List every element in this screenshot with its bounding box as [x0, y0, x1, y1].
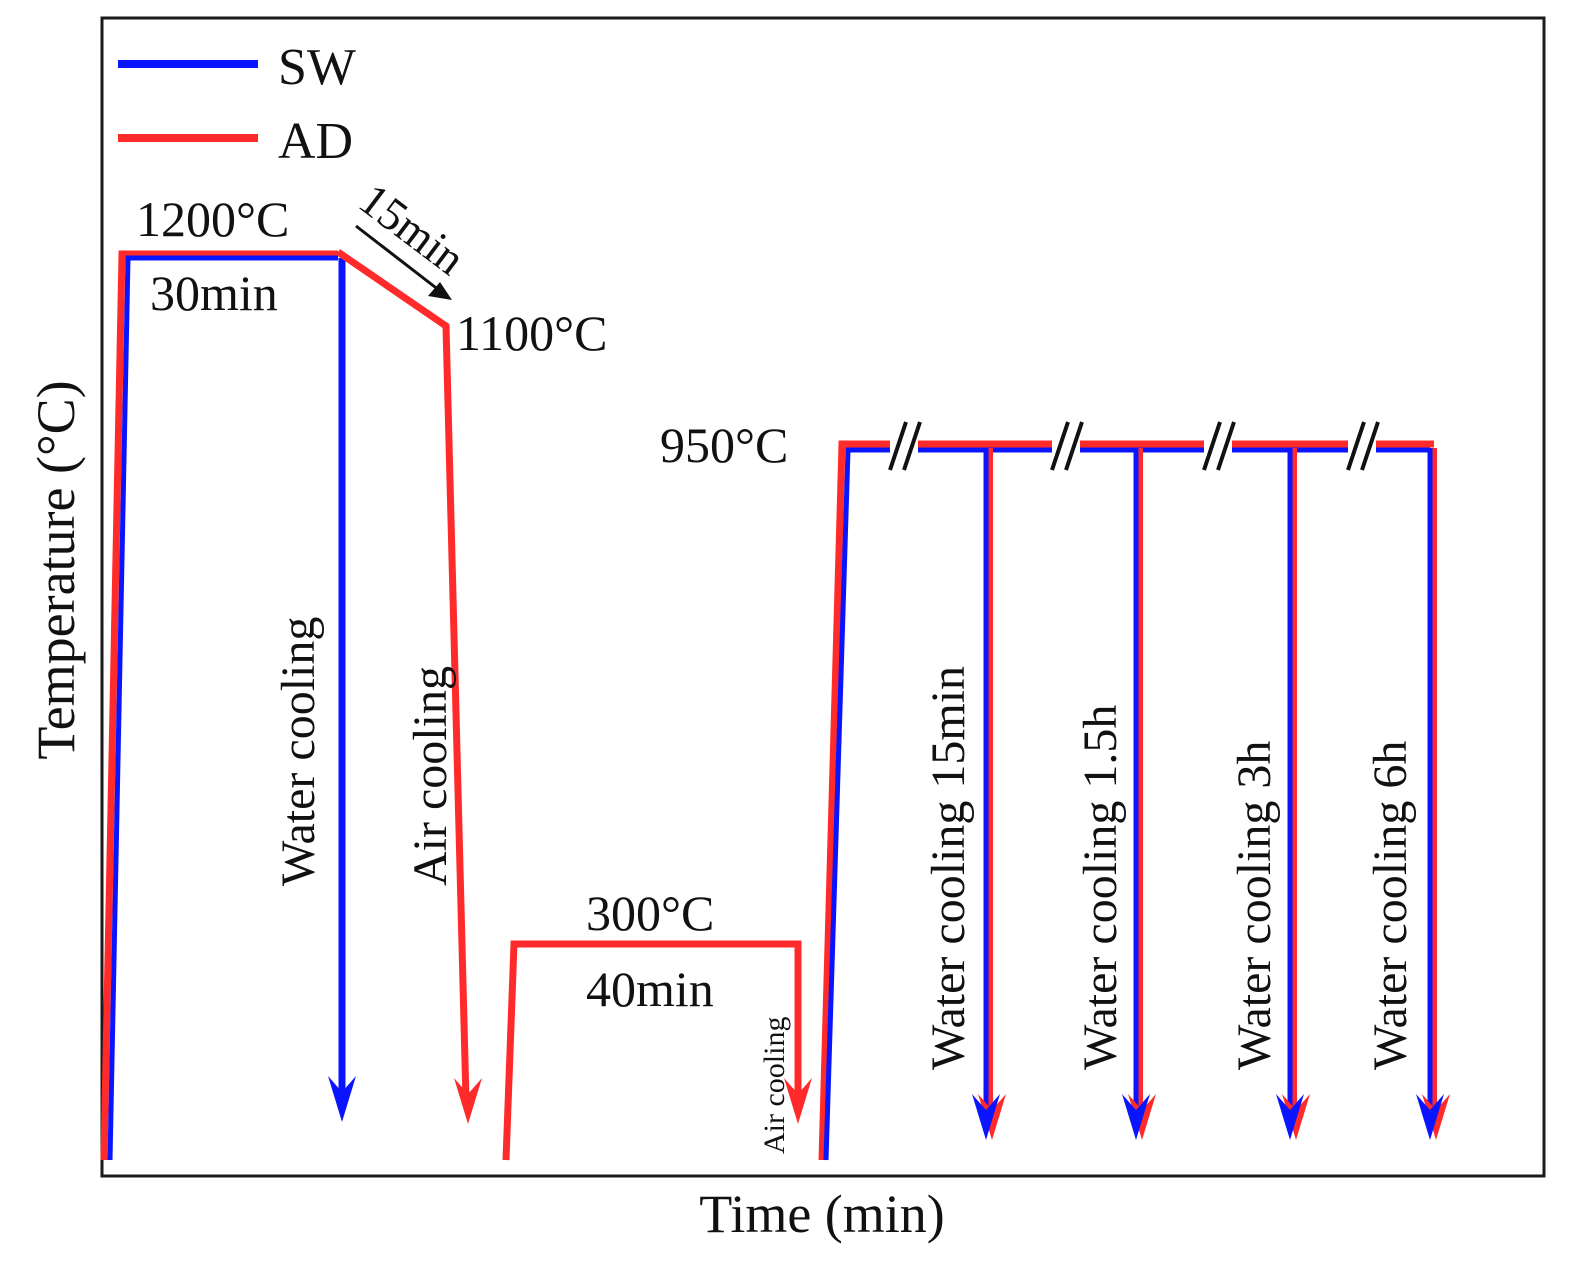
ad-950c-hold-line	[818, 440, 1434, 1161]
label-950c: 950°C	[660, 417, 788, 473]
label-air-cooling-small: Air cooling	[758, 1017, 791, 1154]
axis-break-mark	[1050, 421, 1084, 471]
label-water-cooling-main: Water cooling	[272, 617, 325, 886]
x-axis-title: Time (min)	[699, 1184, 945, 1244]
ad-ramp-air-cooling-line	[336, 249, 470, 1101]
label-water-cooling-1-5h: Water cooling 1.5h	[1074, 705, 1127, 1070]
ad-heat-hold-1200	[100, 250, 338, 1161]
sw-water-cooling-arrowhead	[328, 1076, 356, 1122]
label-water-cooling-15min: Water cooling 15min	[922, 666, 975, 1070]
axis-break-mark	[1202, 421, 1236, 471]
ramp-arrow	[355, 224, 452, 300]
y-axis-title: Temperature (°C)	[26, 380, 86, 759]
label-air-cooling-main: Air cooling	[404, 666, 457, 886]
ad-air-cooling-arrowhead	[454, 1078, 482, 1124]
sw-branch-15min-arrowhead	[972, 1094, 1000, 1140]
sw-branch-6h-arrowhead	[1416, 1094, 1444, 1140]
label-1100c: 1100°C	[456, 305, 608, 361]
sw-heat-hold-1200	[107, 255, 338, 1161]
sw-branch-3h-arrowhead	[1276, 1094, 1304, 1140]
legend-label-sw: SW	[278, 39, 356, 96]
axis-break-mark	[1346, 421, 1380, 471]
plot-frame	[100, 16, 1546, 1178]
ad-300c-hold-line	[502, 940, 802, 1161]
legend: SW AD	[118, 39, 356, 170]
axis-break-mark	[888, 421, 922, 471]
label-30min: 30min	[150, 265, 278, 321]
label-water-cooling-6h: Water cooling 6h	[1364, 741, 1417, 1070]
label-300c: 300°C	[586, 885, 714, 941]
sw-branch-1-5h-arrowhead	[1122, 1094, 1150, 1140]
label-water-cooling-3h: Water cooling 3h	[1228, 741, 1281, 1070]
legend-label-ad: AD	[278, 113, 353, 170]
label-40min: 40min	[586, 961, 714, 1017]
sw-950c-hold-line	[823, 447, 1430, 1161]
ad-300c-air-cooling-arrowhead	[784, 1078, 812, 1124]
label-1200c: 1200°C	[136, 191, 289, 247]
